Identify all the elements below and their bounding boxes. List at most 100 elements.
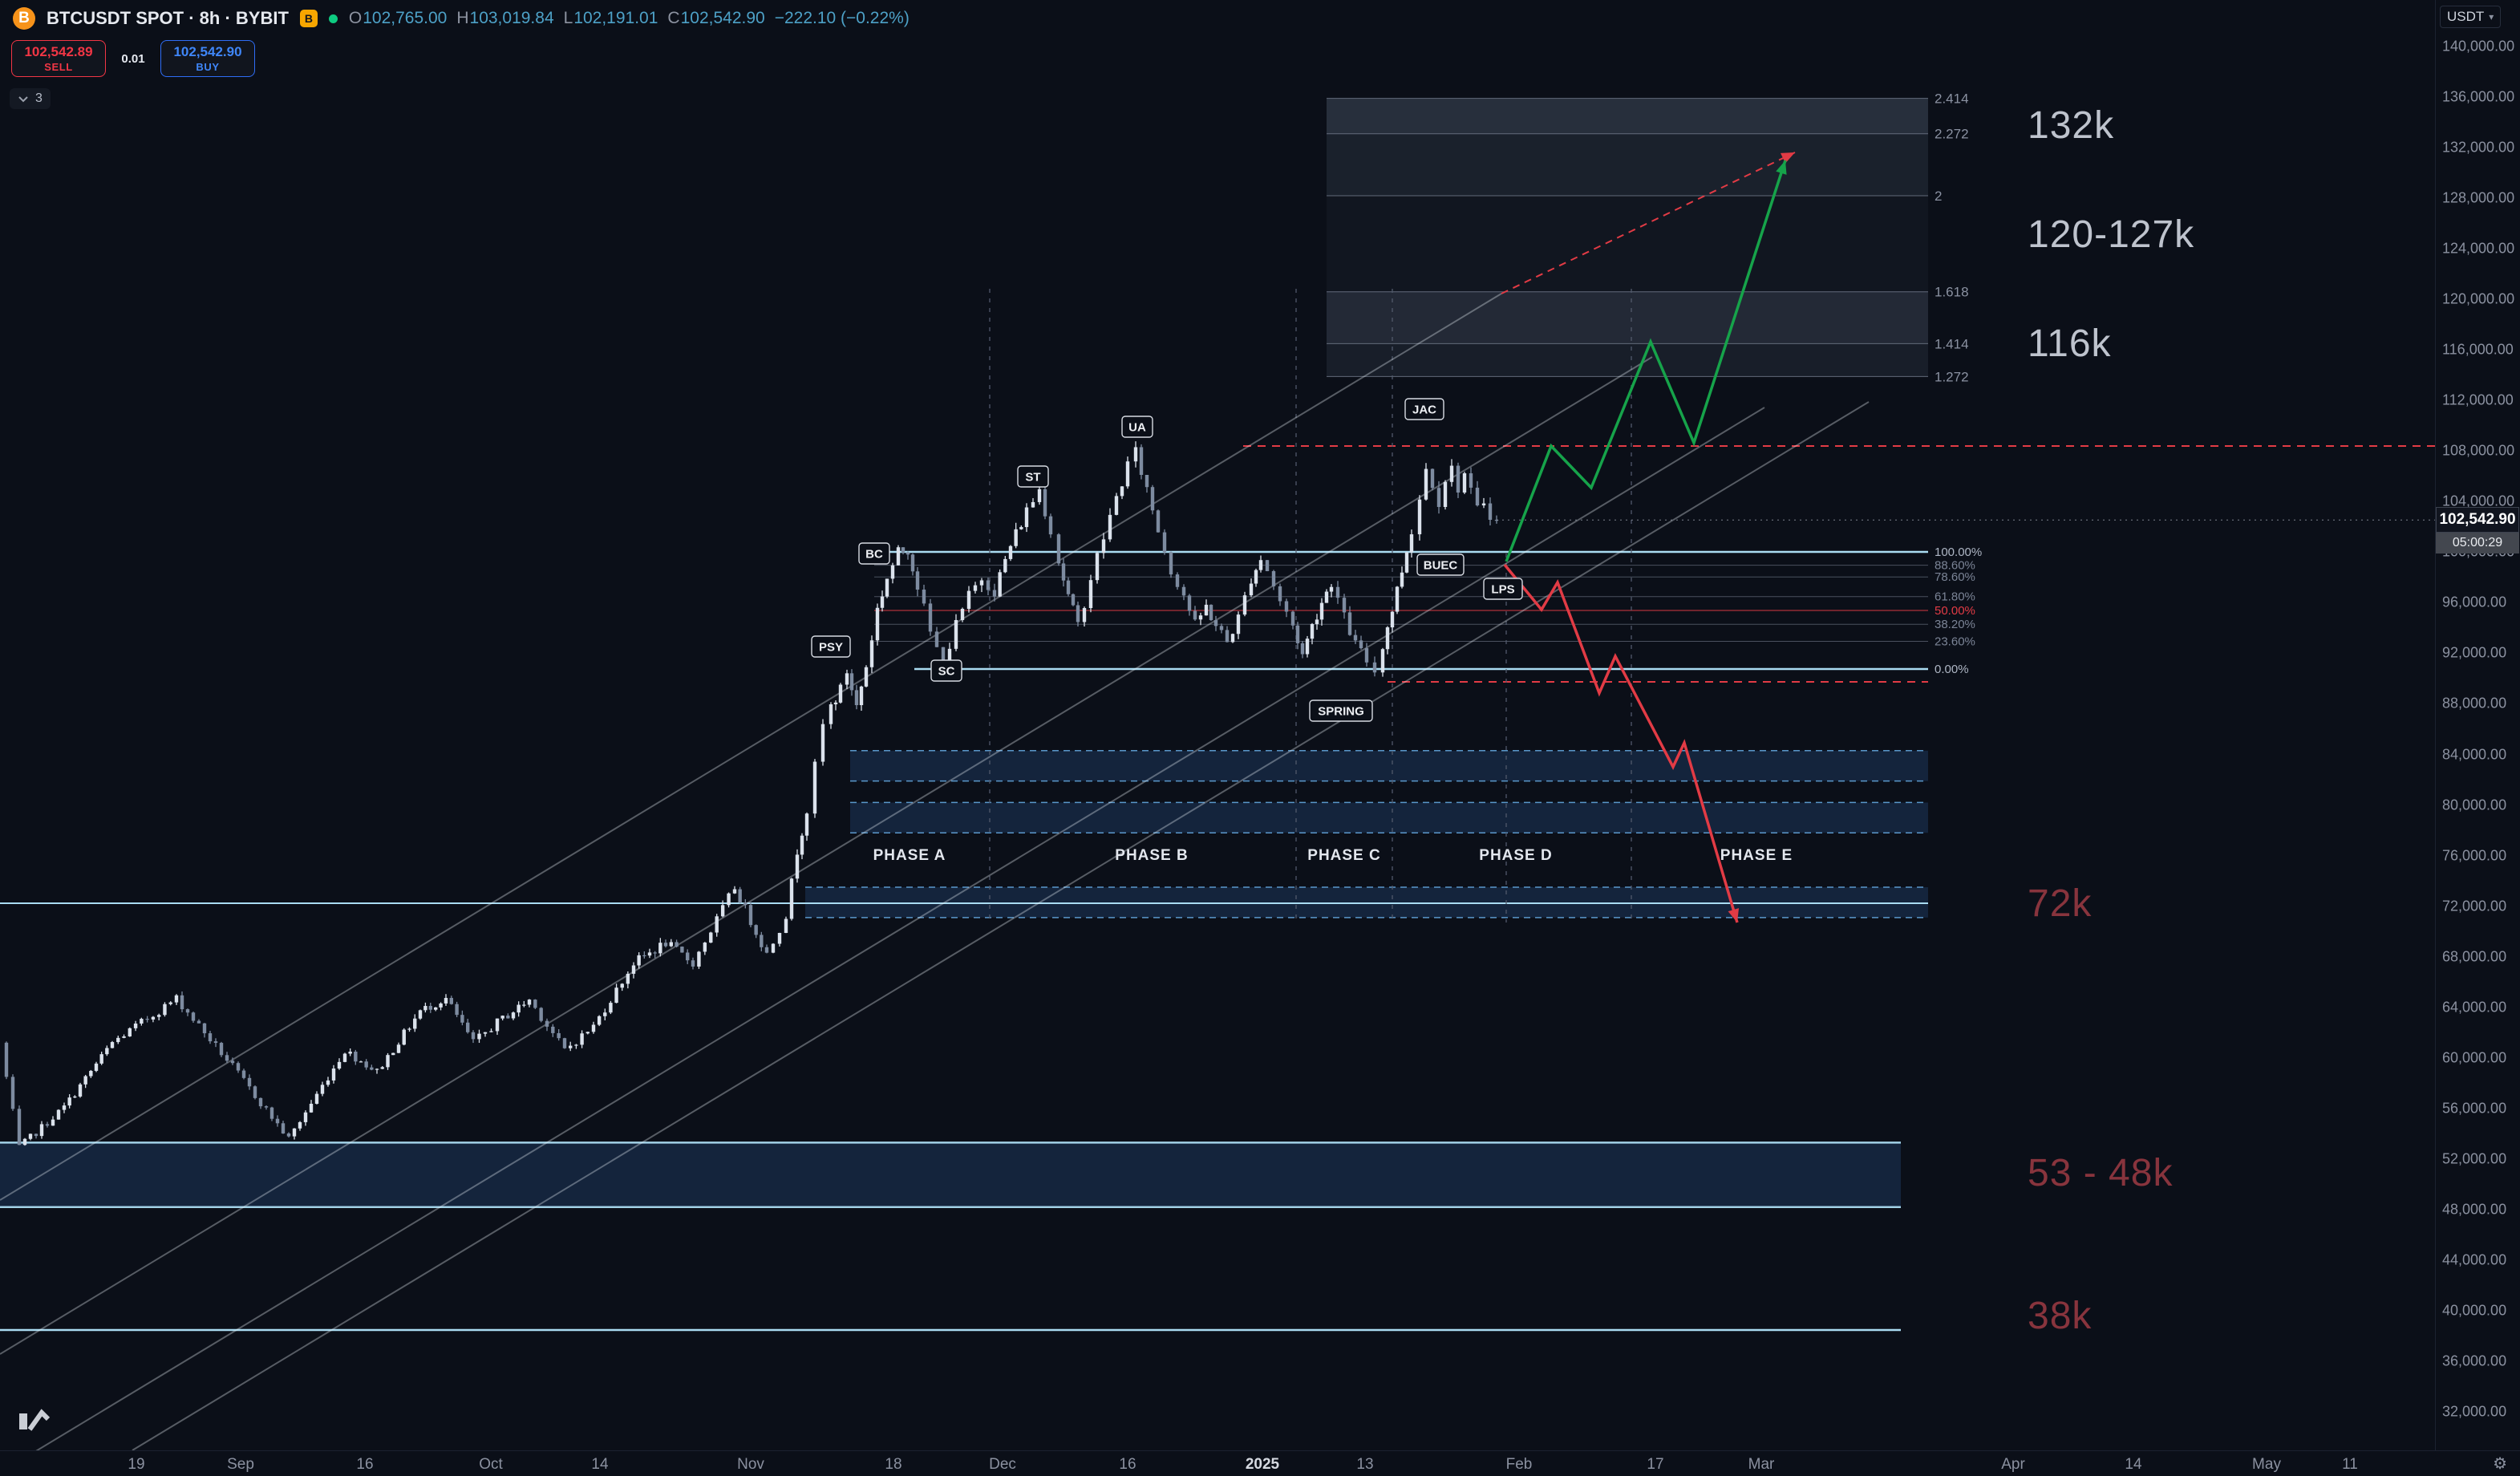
phase-label: PHASE A bbox=[873, 847, 946, 864]
svg-text:1.272: 1.272 bbox=[1935, 369, 1969, 384]
trend-channel bbox=[0, 293, 1870, 1474]
market-open-dot-icon bbox=[328, 14, 338, 23]
price-tick: 48,000.00 bbox=[2442, 1201, 2507, 1218]
price-tick: 68,000.00 bbox=[2442, 948, 2507, 965]
price-change: −222.10 (−0.22%) bbox=[774, 9, 910, 27]
currency-label: USDT bbox=[2447, 9, 2485, 24]
time-tick: 11 bbox=[2342, 1456, 2358, 1473]
chevron-down-icon bbox=[18, 95, 28, 102]
price-target-text: 53 - 48k bbox=[2028, 1152, 2173, 1194]
time-tick: Nov bbox=[737, 1456, 764, 1473]
time-tick: 2025 bbox=[1245, 1456, 1280, 1473]
svg-text:UA: UA bbox=[1128, 421, 1146, 435]
wyckoff-label-box[interactable] bbox=[1416, 554, 1465, 576]
svg-text:0.00%: 0.00% bbox=[1935, 663, 1969, 676]
time-axis[interactable]: ⚙ 19 Sep 16 Oct 14 Nov 18 Dec 16 2025 13 Feb 17 Mar Ap… bbox=[0, 1450, 2520, 1476]
price-tick: 56,000.00 bbox=[2442, 1100, 2507, 1117]
bybit-exchange-letter: B bbox=[304, 12, 313, 25]
chart-header: B BTCUSDT SPOT · 8h · BYBIT B O 102,765.0… bbox=[0, 0, 2520, 37]
price-target-text: 120-127k bbox=[2028, 213, 2194, 256]
price-tick: 120,000.00 bbox=[2442, 290, 2515, 307]
tradingview-logo[interactable] bbox=[19, 1409, 55, 1437]
price-tick: 104,000.00 bbox=[2442, 493, 2515, 509]
price-tick: 132,000.00 bbox=[2442, 139, 2515, 156]
bar-countdown: 05:00:29 bbox=[2436, 533, 2519, 554]
price-tick: 124,000.00 bbox=[2442, 240, 2515, 257]
buy-button[interactable]: 102,542.90 BUY bbox=[160, 40, 255, 77]
price-tick: 112,000.00 bbox=[2442, 391, 2514, 408]
wyckoff-label-box[interactable] bbox=[1017, 465, 1049, 488]
svg-text:LPS: LPS bbox=[1491, 583, 1514, 597]
bybit-exchange-icon: B bbox=[299, 10, 318, 27]
legend-collapse-pill[interactable]: 3 bbox=[10, 88, 51, 109]
buy-price: 102,542.90 bbox=[173, 44, 242, 59]
close-value: 102,542.90 bbox=[680, 9, 765, 27]
price-tick: 84,000.00 bbox=[2442, 746, 2507, 763]
price-tick: 92,000.00 bbox=[2442, 644, 2507, 661]
wyckoff-label-box[interactable] bbox=[1404, 398, 1444, 420]
time-tick: 14 bbox=[2125, 1456, 2142, 1473]
time-tick: Feb bbox=[1505, 1456, 1533, 1473]
price-tick: 60,000.00 bbox=[2442, 1049, 2507, 1066]
sell-button[interactable]: 102,542.89 SELL bbox=[11, 40, 106, 77]
price-tick: 64,000.00 bbox=[2442, 999, 2507, 1016]
wyckoff-label-box[interactable] bbox=[811, 635, 851, 658]
price-tick: 32,000.00 bbox=[2442, 1403, 2507, 1420]
time-tick: Oct bbox=[479, 1456, 503, 1473]
phase-label: PHASE B bbox=[1115, 847, 1188, 864]
svg-text:SC: SC bbox=[938, 665, 955, 679]
phase-dividers bbox=[989, 289, 1632, 922]
settings-gear-icon[interactable]: ⚙ bbox=[2493, 1455, 2507, 1473]
wyckoff-label-box[interactable] bbox=[930, 659, 962, 682]
svg-text:78.60%: 78.60% bbox=[1935, 570, 1975, 584]
price-tick: 36,000.00 bbox=[2442, 1352, 2507, 1369]
open-value: 102,765.00 bbox=[363, 9, 448, 27]
symbol-title[interactable]: BTCUSDT SPOT · 8h · BYBIT bbox=[47, 8, 289, 28]
price-tick: 116,000.00 bbox=[2442, 341, 2514, 358]
price-scale[interactable]: 140,000.00 136,000.00 132,000.00 128,000.00… bbox=[2435, 0, 2520, 1450]
phase-labels: PHASE A PHASE B PHASE C PHASE D PHASE E bbox=[873, 847, 1793, 864]
high-value: 103,019.84 bbox=[469, 9, 554, 27]
projection-paths bbox=[1497, 152, 2435, 923]
tradingview-logo-icon bbox=[19, 1409, 51, 1431]
price-tick: 128,000.00 bbox=[2442, 189, 2515, 206]
sell-price: 102,542.89 bbox=[24, 44, 93, 59]
svg-text:23.60%: 23.60% bbox=[1935, 635, 1975, 649]
currency-selector[interactable]: USDT ▾ bbox=[2440, 6, 2502, 28]
close-label: C bbox=[667, 9, 680, 27]
wyckoff-label-box[interactable] bbox=[858, 542, 890, 565]
legend-count: 3 bbox=[35, 91, 43, 105]
time-tick: 13 bbox=[1356, 1456, 1374, 1473]
price-tick: 72,000.00 bbox=[2442, 898, 2507, 914]
svg-text:50.00%: 50.00% bbox=[1935, 604, 1975, 618]
time-tick: 16 bbox=[356, 1456, 374, 1473]
time-tick: Mar bbox=[1748, 1456, 1775, 1473]
price-target-texts: 132k 120-127k 116k 72k 53 - 48k 38k bbox=[2028, 104, 2194, 1337]
spread-value: 0.01 bbox=[121, 51, 145, 66]
price-tick: 108,000.00 bbox=[2442, 442, 2515, 459]
order-panel: 102,542.89 SELL 0.01 102,542.90 BUY bbox=[11, 40, 255, 77]
svg-text:2.272: 2.272 bbox=[1935, 127, 1969, 142]
svg-text:61.80%: 61.80% bbox=[1935, 590, 1975, 604]
price-tick: 140,000.00 bbox=[2442, 38, 2515, 55]
time-tick: 19 bbox=[128, 1456, 145, 1473]
wyckoff-label-box[interactable] bbox=[1483, 578, 1523, 600]
high-label: H bbox=[456, 9, 469, 27]
time-tick: Sep bbox=[227, 1456, 254, 1473]
wyckoff-label-box[interactable] bbox=[1309, 699, 1373, 722]
low-value: 102,191.01 bbox=[573, 9, 658, 27]
svg-text:BC: BC bbox=[865, 548, 883, 562]
price-target-text: 132k bbox=[2028, 104, 2114, 147]
wyckoff-label-box[interactable] bbox=[1121, 416, 1153, 438]
svg-text:2.414: 2.414 bbox=[1935, 91, 1969, 107]
price-tick: 52,000.00 bbox=[2442, 1150, 2507, 1167]
svg-text:38.20%: 38.20% bbox=[1935, 618, 1975, 631]
svg-text:1.414: 1.414 bbox=[1935, 336, 1969, 351]
svg-text:ST: ST bbox=[1025, 471, 1040, 485]
open-label: O bbox=[348, 9, 363, 27]
svg-text:100.00%: 100.00% bbox=[1935, 545, 1982, 559]
sell-label: SELL bbox=[44, 61, 73, 73]
price-tick: 76,000.00 bbox=[2442, 847, 2507, 864]
phase-label: PHASE C bbox=[1307, 847, 1380, 864]
